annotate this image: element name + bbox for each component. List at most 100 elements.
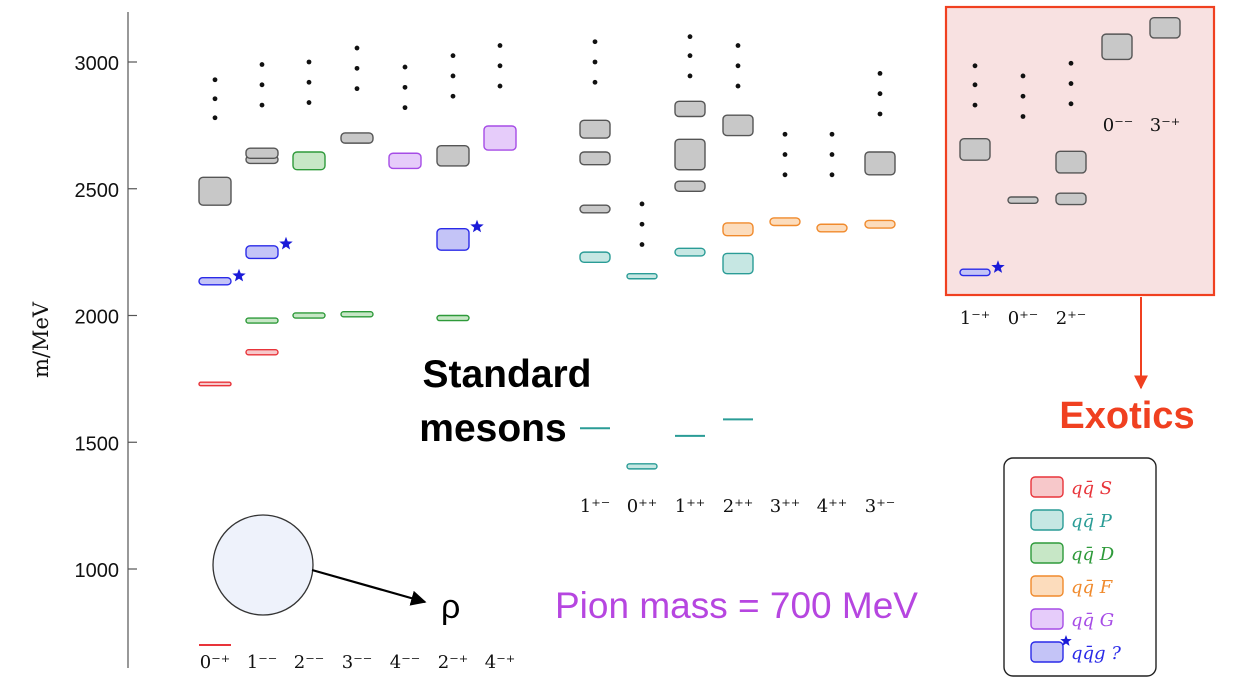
- level-qqg-box: [198, 277, 232, 286]
- continuation-dot: [972, 82, 978, 88]
- pion-mass-label: Pion mass = 700 MeV: [555, 585, 918, 626]
- legend-swatch: [1030, 641, 1064, 663]
- continuation-dot: [829, 152, 835, 157]
- continuation-dot: [972, 102, 978, 108]
- y-axis-label: m/MeV: [29, 301, 53, 378]
- level-G-box: [388, 152, 422, 170]
- column-label: 4⁻⁻: [390, 652, 420, 673]
- star-marker: [232, 268, 246, 282]
- level-D-box: [436, 314, 470, 322]
- level-P-box: [626, 463, 658, 470]
- continuation-dot: [212, 96, 218, 102]
- level-P-box: [626, 272, 658, 280]
- continuation-dot: [877, 71, 883, 76]
- level-D-box: [292, 151, 326, 171]
- level-other-box: [198, 176, 232, 206]
- continuation-dot: [259, 82, 265, 88]
- continuation-dot: [782, 172, 788, 178]
- level-qqg-box: [245, 245, 279, 260]
- level-other-box: [579, 119, 611, 139]
- level-G-box: [483, 125, 517, 151]
- legend-swatch: [1030, 476, 1064, 498]
- continuation-dot: [212, 115, 218, 121]
- continuation-dot: [450, 53, 456, 59]
- y-tick-label: 1500: [75, 433, 120, 455]
- continuation-dot: [829, 131, 835, 137]
- column-label: 4⁻⁺: [485, 652, 515, 673]
- continuation-dot: [592, 79, 598, 85]
- legend-label: qq̄ S: [1071, 478, 1112, 499]
- legend-label: qq̄ D: [1071, 544, 1115, 565]
- level-other-box: [1101, 33, 1133, 61]
- column-label: 3⁻⁺: [1150, 115, 1180, 136]
- column-label: 0⁻⁻: [1103, 115, 1133, 136]
- level-other-box: [340, 132, 374, 144]
- level-other-box: [1055, 192, 1087, 206]
- rho-label: ρ: [441, 588, 460, 626]
- continuation-dot: [259, 102, 265, 108]
- column-label: 1⁺⁻: [580, 496, 610, 517]
- level-other-box: [674, 100, 706, 118]
- continuation-dot: [735, 83, 741, 89]
- continuation-dot: [1068, 101, 1074, 107]
- continuation-dot: [354, 86, 360, 92]
- level-P-box: [722, 252, 754, 275]
- level-other-box: [722, 114, 754, 137]
- level-D-box: [340, 310, 374, 318]
- y-tick-label: 2500: [75, 180, 120, 202]
- level-D-box: [292, 312, 326, 319]
- continuation-dot: [402, 105, 408, 111]
- continuation-dot: [829, 172, 835, 178]
- level-other-box: [436, 144, 470, 167]
- continuation-dot: [1068, 60, 1074, 66]
- continuation-dot: [735, 63, 741, 69]
- level-F-box: [722, 222, 754, 237]
- continuation-dot: [497, 43, 503, 48]
- legend-swatch: [1030, 542, 1064, 564]
- continuation-dot: [639, 201, 645, 207]
- continuation-dot: [450, 93, 456, 99]
- y-tick-label: 2000: [75, 307, 120, 329]
- level-S-box: [198, 381, 232, 387]
- level-other-box: [674, 138, 706, 171]
- continuation-dot: [1068, 81, 1074, 86]
- continuation-dot: [306, 59, 312, 65]
- continuation-dot: [592, 39, 598, 45]
- column-label: 2⁻⁻: [294, 652, 324, 673]
- legend-label: qq̄g ?: [1071, 643, 1121, 664]
- continuation-dot: [687, 53, 693, 59]
- column-label: 1⁺⁺: [675, 496, 705, 517]
- rho-callout-arrow: [311, 568, 427, 606]
- continuation-dot: [306, 100, 312, 105]
- column-label: 3⁻⁻: [342, 652, 372, 673]
- legend-label: qq̄ F: [1071, 577, 1114, 598]
- continuation-dot: [212, 77, 218, 83]
- level-F-box: [816, 223, 848, 233]
- level-other-box: [579, 204, 611, 214]
- continuation-dot: [877, 111, 883, 117]
- continuation-dot: [972, 63, 978, 69]
- continuation-dot: [1020, 73, 1026, 79]
- column-label: 2⁻⁺: [438, 652, 468, 673]
- standard-mesons-label-line2: mesons: [419, 407, 566, 450]
- level-D-box: [245, 317, 279, 324]
- level-other-box: [674, 180, 706, 192]
- level-other-box: [959, 137, 991, 161]
- column-label: 0⁻⁺: [200, 652, 230, 673]
- level-other-box: [864, 151, 896, 176]
- continuation-dot: [687, 34, 693, 40]
- level-other-box: [245, 147, 279, 160]
- column-label: 1⁻⁺: [960, 308, 990, 329]
- continuation-dot: [354, 65, 360, 71]
- legend-swatch: [1030, 608, 1064, 630]
- standard-mesons-label-line1: Standard: [422, 353, 591, 396]
- legend: qq̄ S qq̄ P qq̄ D qq̄ F qq̄ G qq̄g ?: [1030, 476, 1121, 664]
- level-F-box: [864, 219, 896, 229]
- continuation-dot: [1020, 93, 1026, 99]
- star-marker: [279, 236, 293, 250]
- continuation-dot: [497, 63, 503, 69]
- star-marker: [1060, 635, 1072, 646]
- level-P-box: [579, 251, 611, 263]
- continuation-dot: [402, 64, 408, 70]
